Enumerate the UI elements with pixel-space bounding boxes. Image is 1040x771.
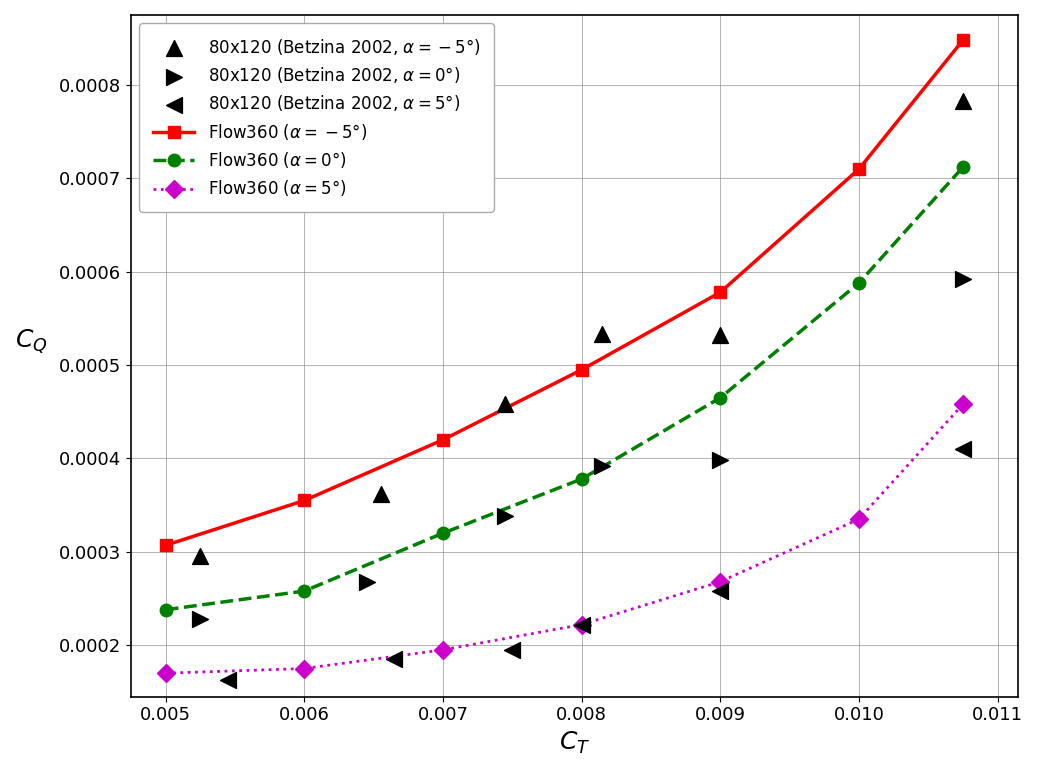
80x120 (Betzina 2002, $\alpha = 0\degree$) [594, 460, 610, 472]
Flow360 ($\alpha = 5\degree$) [575, 620, 588, 629]
Flow360 ($\alpha = -5\degree$) [575, 365, 588, 375]
80x120 (Betzina 2002, $\alpha = -5\degree$) [594, 328, 610, 341]
80x120 (Betzina 2002, $\alpha = -5\degree$) [372, 488, 389, 500]
Flow360 ($\alpha = 0\degree$) [298, 587, 311, 596]
Flow360 ($\alpha = 0\degree$) [159, 605, 172, 614]
Flow360 ($\alpha = 5\degree$) [853, 514, 865, 524]
80x120 (Betzina 2002, $\alpha = 5\degree$) [573, 618, 590, 631]
Line: Flow360 ($\alpha = 0\degree$): Flow360 ($\alpha = 0\degree$) [159, 161, 969, 616]
Flow360 ($\alpha = 0\degree$) [437, 528, 449, 537]
Flow360 ($\alpha = 0\degree$) [957, 163, 969, 172]
Flow360 ($\alpha = 5\degree$) [159, 668, 172, 678]
Flow360 ($\alpha = -5\degree$) [298, 496, 311, 505]
Flow360 ($\alpha = 5\degree$) [298, 664, 311, 673]
80x120 (Betzina 2002, $\alpha = 5\degree$) [955, 443, 971, 456]
80x120 (Betzina 2002, $\alpha = 5\degree$) [386, 653, 402, 665]
Flow360 ($\alpha = 0\degree$) [714, 393, 727, 402]
Line: Flow360 ($\alpha = -5\degree$): Flow360 ($\alpha = -5\degree$) [159, 34, 969, 551]
Flow360 ($\alpha = -5\degree$) [957, 35, 969, 45]
Y-axis label: $C_Q$: $C_Q$ [15, 328, 48, 355]
80x120 (Betzina 2002, $\alpha = -5\degree$) [497, 398, 514, 410]
Flow360 ($\alpha = 5\degree$) [957, 399, 969, 409]
80x120 (Betzina 2002, $\alpha = 5\degree$) [504, 644, 521, 656]
Flow360 ($\alpha = -5\degree$) [853, 164, 865, 173]
Flow360 ($\alpha = 5\degree$) [714, 577, 727, 586]
Flow360 ($\alpha = -5\degree$) [437, 435, 449, 444]
Flow360 ($\alpha = 5\degree$) [437, 645, 449, 655]
80x120 (Betzina 2002, $\alpha = 0\degree$) [955, 273, 971, 285]
80x120 (Betzina 2002, $\alpha = 0\degree$) [497, 510, 514, 523]
80x120 (Betzina 2002, $\alpha = 0\degree$) [359, 575, 375, 588]
80x120 (Betzina 2002, $\alpha = 0\degree$) [192, 613, 209, 625]
80x120 (Betzina 2002, $\alpha = -5\degree$) [192, 550, 209, 563]
Flow360 ($\alpha = 0\degree$) [853, 278, 865, 288]
Line: Flow360 ($\alpha = 5\degree$): Flow360 ($\alpha = 5\degree$) [159, 398, 969, 679]
X-axis label: $C_T$: $C_T$ [560, 730, 591, 756]
Flow360 ($\alpha = -5\degree$) [714, 288, 727, 297]
Legend: 80x120 (Betzina 2002, $\alpha = -5\degree$), 80x120 (Betzina 2002, $\alpha = 0\d: 80x120 (Betzina 2002, $\alpha = -5\degre… [139, 23, 494, 212]
Flow360 ($\alpha = -5\degree$) [159, 540, 172, 550]
80x120 (Betzina 2002, $\alpha = 0\degree$) [712, 454, 729, 466]
80x120 (Betzina 2002, $\alpha = 5\degree$) [712, 585, 729, 598]
80x120 (Betzina 2002, $\alpha = -5\degree$) [955, 95, 971, 107]
80x120 (Betzina 2002, $\alpha = -5\degree$) [712, 329, 729, 342]
Flow360 ($\alpha = 0\degree$) [575, 474, 588, 483]
80x120 (Betzina 2002, $\alpha = 5\degree$) [219, 674, 236, 686]
